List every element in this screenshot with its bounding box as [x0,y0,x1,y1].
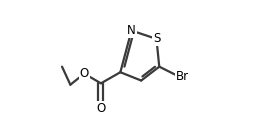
Text: N: N [127,24,136,37]
Text: O: O [96,102,105,115]
Text: Br: Br [176,70,189,83]
Text: S: S [153,32,160,45]
Text: O: O [80,67,89,80]
